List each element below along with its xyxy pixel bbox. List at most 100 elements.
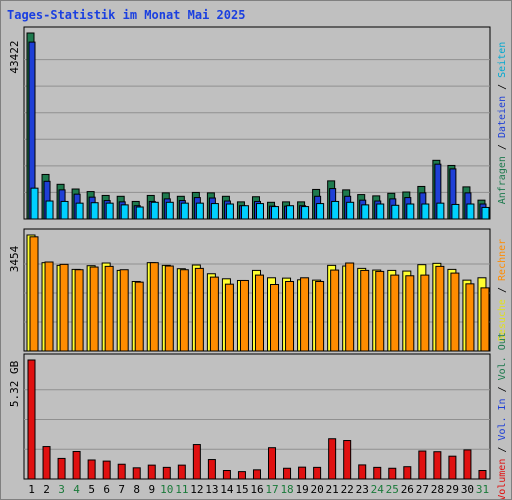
bar-volumen-day-27 — [418, 450, 427, 480]
x-tick-label-day-26: 26 — [401, 483, 414, 496]
x-tick-label-day-17: 17 — [265, 483, 278, 496]
bar-rechner-day-9 — [149, 262, 159, 352]
x-tick-label-day-24: 24 — [371, 483, 385, 496]
bar-rechner-day-8 — [134, 281, 144, 352]
panel-volumen — [23, 353, 491, 480]
bar-rechner-day-20 — [315, 280, 325, 352]
axis-label-volumen: Volumen / Vol. In / Vol. Out — [497, 332, 508, 499]
bar-seiten-day-21 — [331, 200, 340, 220]
bar-volumen-day-3 — [57, 457, 66, 480]
bar-seiten-day-8 — [135, 206, 144, 220]
bar-rechner-day-12 — [194, 267, 204, 352]
bar-rechner-day-31 — [480, 287, 490, 352]
bar-volumen-day-24 — [373, 466, 382, 480]
bar-volumen-day-8 — [132, 467, 141, 480]
x-tick-label-day-22: 22 — [341, 483, 354, 496]
axis-label-anfragen-dateien-seiten: Anfragen / Dateien / Seiten — [497, 42, 508, 205]
x-tick-label-day-30: 30 — [461, 483, 474, 496]
bar-rechner-day-27 — [420, 274, 430, 352]
x-tick-label-day-20: 20 — [311, 483, 324, 496]
bar-volumen-day-21 — [328, 438, 337, 480]
axis-label-besuche-rechner: Besuche / Rechner — [497, 239, 508, 341]
bar-volumen-day-9 — [147, 464, 156, 480]
bar-seiten-day-23 — [361, 204, 370, 220]
bar-seiten-day-1 — [30, 187, 39, 220]
x-tick-label-day-12: 12 — [190, 483, 203, 496]
bar-rechner-day-5 — [89, 266, 99, 352]
x-tick-label-day-23: 23 — [356, 483, 369, 496]
x-tick-label-day-7: 7 — [118, 483, 125, 496]
bar-seiten-day-25 — [391, 204, 400, 220]
x-tick-label-day-10: 10 — [160, 483, 173, 496]
bar-seiten-day-27 — [421, 203, 430, 220]
bar-rechner-day-29 — [450, 272, 460, 352]
bar-seiten-day-13 — [210, 203, 219, 220]
bar-rechner-day-22 — [345, 262, 355, 352]
chart-title: Tages-Statistik im Monat Mai 2025 — [7, 8, 246, 22]
bar-rechner-day-15 — [239, 279, 249, 352]
x-tick-label-day-8: 8 — [133, 483, 140, 496]
bar-rechner-day-10 — [164, 265, 174, 352]
x-tick-label-day-2: 2 — [43, 483, 50, 496]
bar-seiten-day-15 — [240, 205, 249, 220]
bar-seiten-day-31 — [481, 206, 490, 220]
bar-volumen-day-30 — [463, 449, 472, 480]
bar-volumen-day-2 — [42, 446, 51, 480]
bar-rechner-day-4 — [74, 269, 84, 352]
bar-seiten-day-14 — [225, 203, 234, 220]
bar-seiten-day-26 — [406, 203, 415, 220]
bar-seiten-day-22 — [346, 201, 355, 220]
x-tick-label-day-29: 29 — [446, 483, 459, 496]
bar-volumen-day-16 — [252, 469, 261, 480]
bar-volumen-day-12 — [192, 444, 201, 480]
y-tick-label: 43422 — [8, 40, 21, 73]
bar-rechner-day-24 — [375, 270, 385, 352]
bar-rechner-day-2 — [44, 261, 54, 352]
y-tick-label: 3454 — [8, 245, 21, 272]
x-tick-label-day-6: 6 — [103, 483, 110, 496]
bar-rechner-day-30 — [465, 283, 475, 352]
x-tick-label-day-25: 25 — [386, 483, 399, 496]
bar-volumen-day-22 — [343, 440, 352, 480]
bar-volumen-day-1 — [27, 359, 36, 480]
bar-volumen-day-18 — [283, 467, 292, 480]
bar-rechner-day-23 — [360, 269, 370, 352]
bar-seiten-day-4 — [75, 202, 84, 220]
bar-volumen-day-7 — [117, 463, 126, 480]
bar-volumen-day-23 — [358, 464, 367, 480]
bar-volumen-day-14 — [222, 470, 231, 480]
bar-seiten-day-2 — [45, 200, 54, 220]
x-tick-label-day-4: 4 — [73, 483, 80, 496]
x-tick-label-day-9: 9 — [148, 483, 155, 496]
x-tick-label-day-31: 31 — [476, 483, 489, 496]
bar-rechner-day-3 — [59, 263, 69, 352]
bar-seiten-day-17 — [271, 206, 280, 220]
bar-seiten-day-28 — [436, 202, 445, 220]
bar-volumen-day-6 — [102, 460, 111, 480]
bar-seiten-day-30 — [466, 203, 475, 220]
bar-rechner-day-16 — [254, 274, 264, 352]
bar-seiten-day-9 — [150, 201, 159, 220]
bar-volumen-day-19 — [298, 466, 307, 480]
bar-rechner-day-26 — [405, 275, 415, 352]
x-tick-label-day-19: 19 — [295, 483, 308, 496]
x-tick-label-day-13: 13 — [205, 483, 218, 496]
bar-volumen-day-15 — [237, 471, 246, 480]
bar-seiten-day-7 — [120, 204, 129, 220]
x-tick-label-day-28: 28 — [431, 483, 444, 496]
x-tick-label-day-1: 1 — [28, 483, 35, 496]
y-tick-label: 5.32 GB — [8, 360, 21, 407]
bar-seiten-day-3 — [60, 200, 69, 220]
x-tick-label-day-11: 11 — [175, 483, 188, 496]
x-tick-label-day-27: 27 — [416, 483, 429, 496]
bar-seiten-day-29 — [451, 203, 460, 220]
x-tick-label-day-21: 21 — [326, 483, 339, 496]
bar-rechner-day-28 — [435, 265, 445, 352]
bar-rechner-day-7 — [119, 269, 129, 352]
bar-volumen-day-31 — [478, 470, 487, 480]
bar-seiten-day-20 — [316, 203, 325, 220]
bar-volumen-day-25 — [388, 467, 397, 480]
bar-seiten-day-5 — [90, 202, 99, 220]
